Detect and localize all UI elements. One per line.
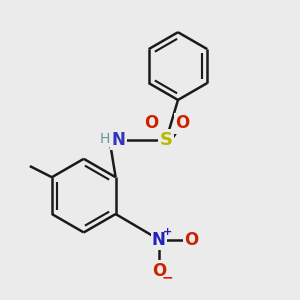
Text: N: N: [112, 131, 125, 149]
Text: S: S: [160, 131, 173, 149]
Text: H: H: [100, 132, 110, 146]
Text: −: −: [162, 270, 173, 284]
Text: O: O: [144, 115, 159, 133]
Text: N: N: [152, 231, 166, 249]
Text: +: +: [163, 227, 172, 237]
Text: O: O: [184, 231, 198, 249]
Text: O: O: [152, 262, 166, 280]
Text: O: O: [175, 115, 190, 133]
